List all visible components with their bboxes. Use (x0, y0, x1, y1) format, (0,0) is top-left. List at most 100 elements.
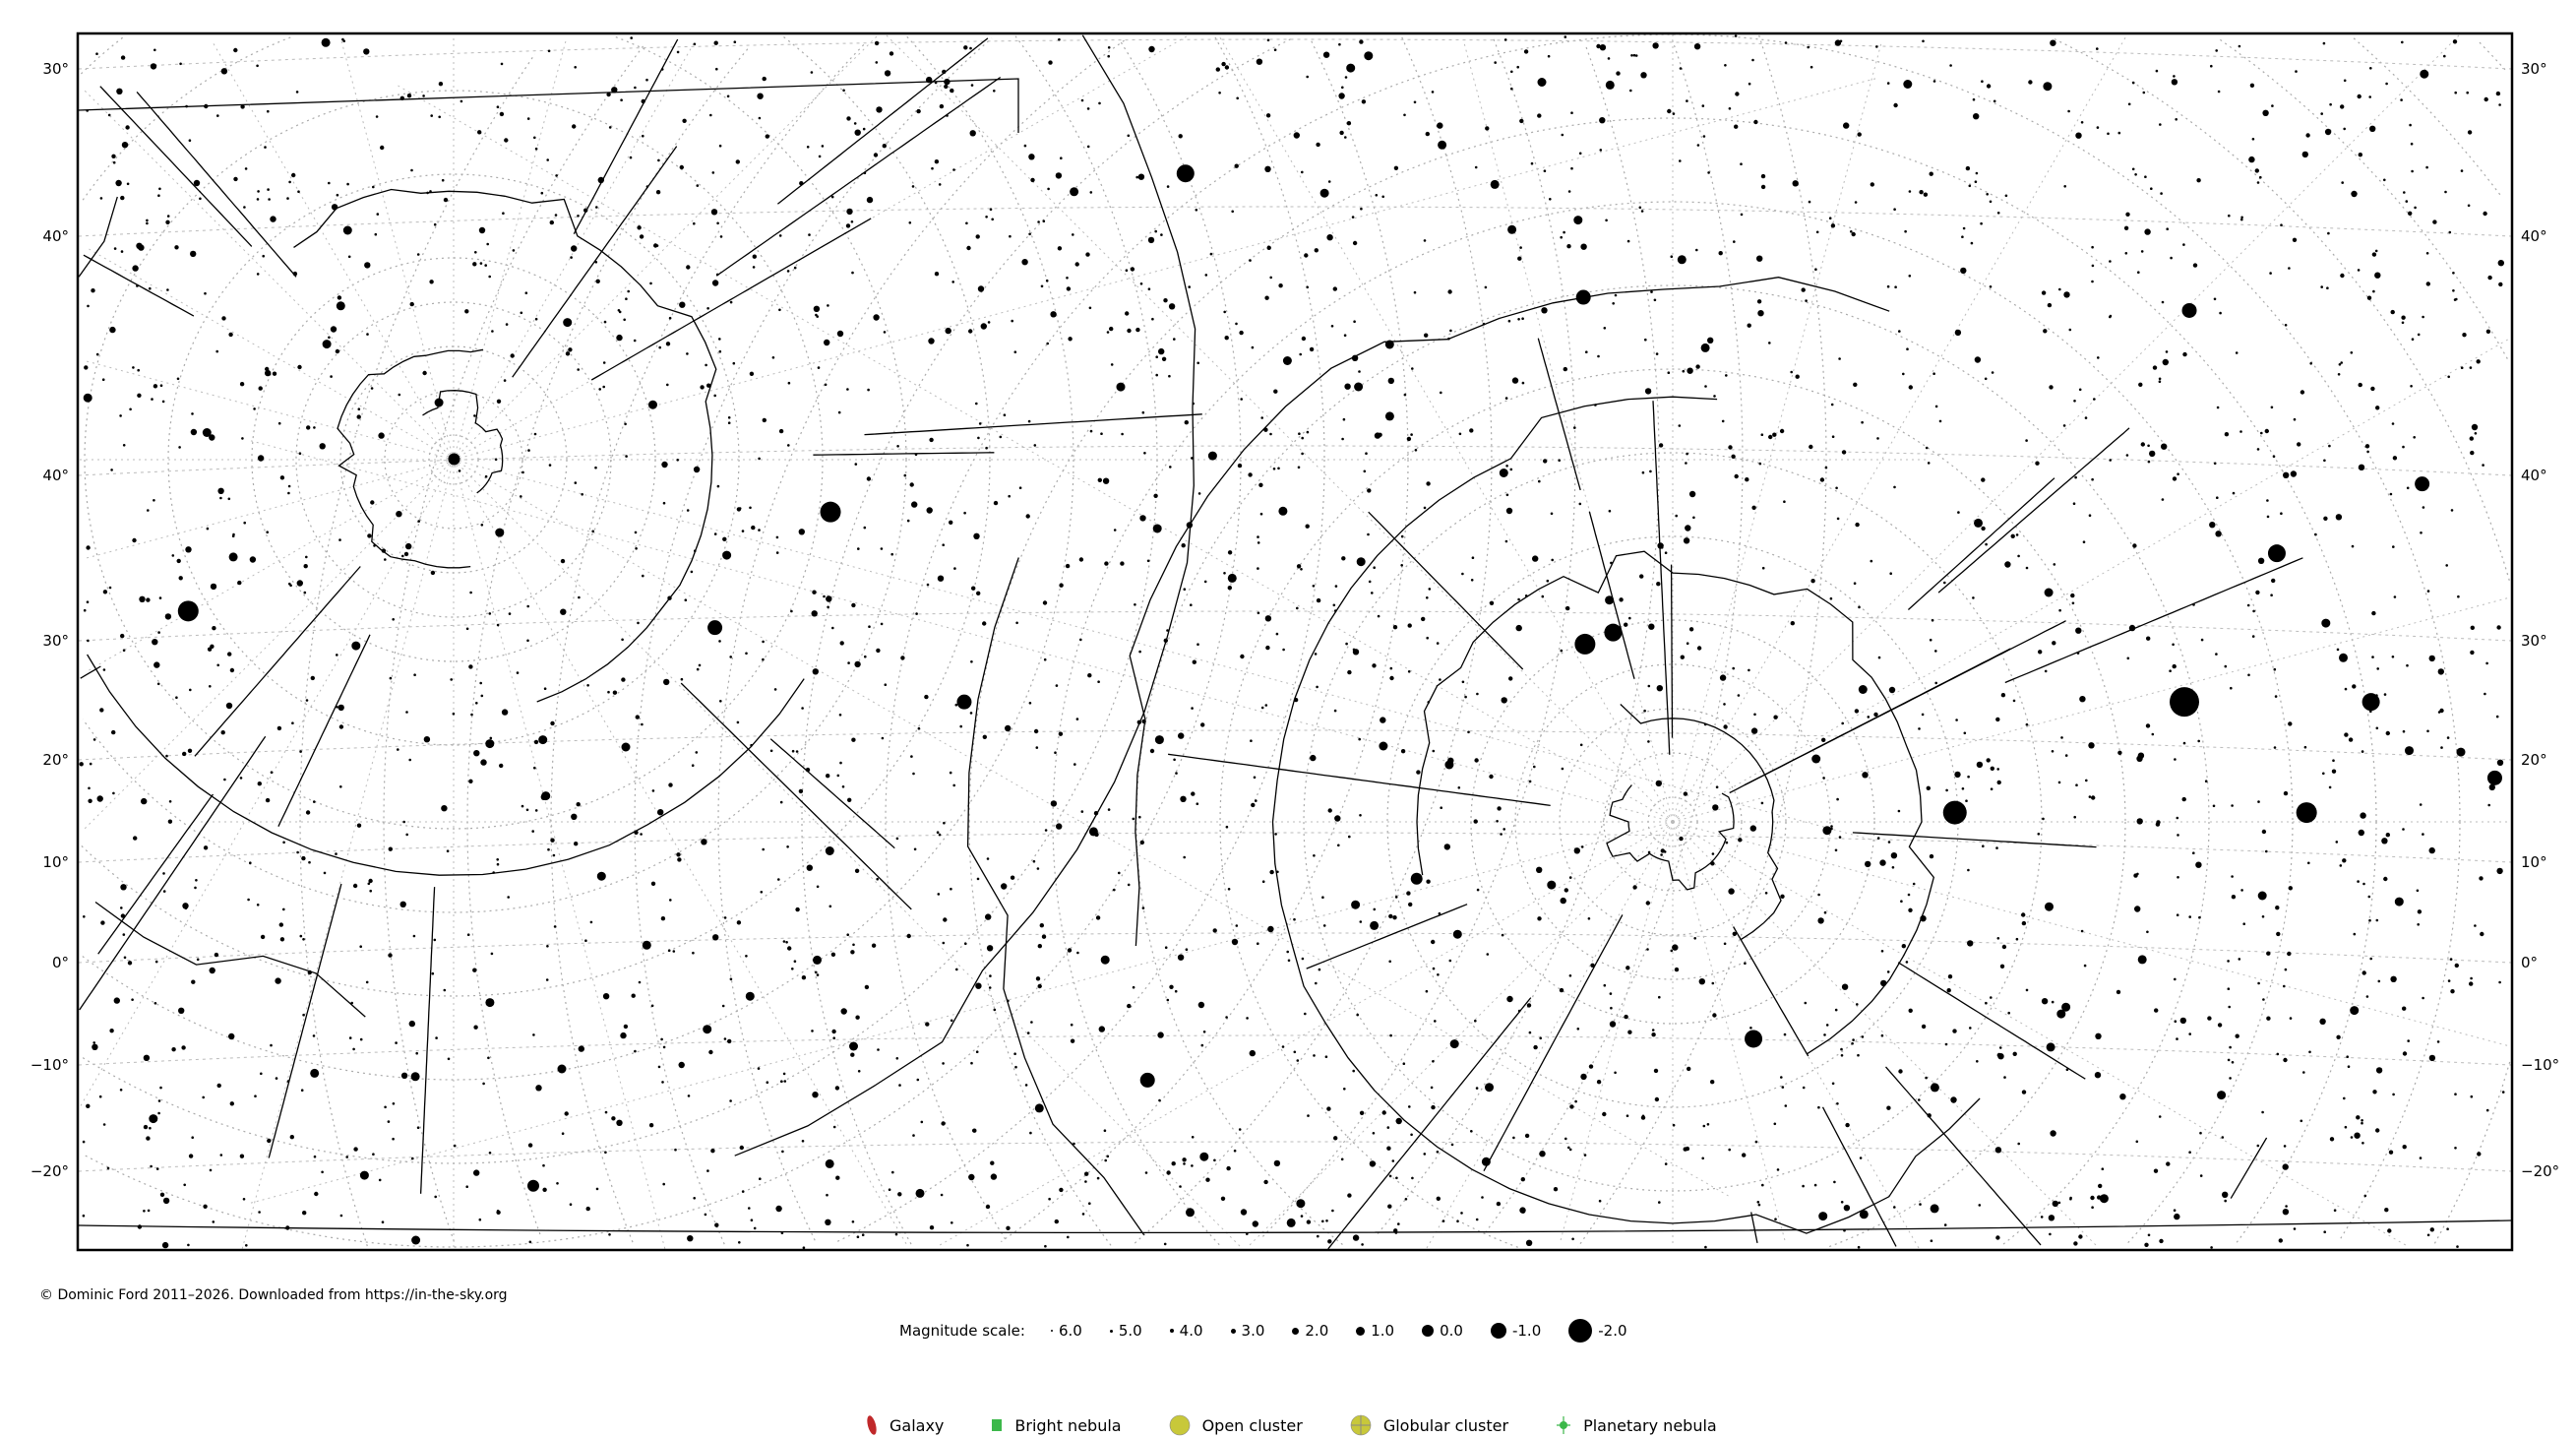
star (1141, 410, 1145, 414)
star (1224, 336, 1229, 341)
star (1425, 989, 1429, 993)
star (1426, 596, 1429, 599)
star (726, 94, 730, 98)
star (2376, 667, 2379, 670)
star (938, 833, 942, 837)
bright-star (956, 694, 972, 710)
constellation-boundary (1937, 427, 2130, 594)
star (1747, 323, 1751, 328)
star (1449, 1039, 1459, 1049)
star (1648, 623, 1655, 630)
star (711, 280, 719, 286)
legend-label: Planetary nebula (1583, 1415, 1717, 1435)
star (161, 1241, 169, 1249)
star (1369, 1160, 1377, 1167)
star (1841, 983, 1849, 990)
star (1670, 949, 1674, 953)
star (2146, 636, 2151, 641)
star (976, 591, 981, 595)
star (623, 318, 626, 322)
star (1364, 51, 1374, 61)
star (1845, 1122, 1850, 1128)
legend-galaxy: Galaxy (866, 1414, 944, 1436)
star (1040, 284, 1044, 288)
grid-circle (1603, 752, 1743, 892)
star (552, 853, 556, 857)
magnitude-value: 5.0 (1118, 1322, 1142, 1340)
star (2454, 1147, 2457, 1150)
star (1532, 555, 1539, 562)
star (910, 755, 913, 758)
star (2374, 272, 2381, 279)
star (729, 300, 733, 304)
star (1599, 149, 1603, 152)
constellation-boundary (1271, 396, 1981, 1234)
star (2288, 721, 2293, 726)
star (682, 118, 687, 124)
star (1926, 785, 1932, 790)
star (285, 1225, 290, 1230)
constellation-boundary (1306, 904, 1468, 969)
star (1790, 621, 1796, 626)
star (1158, 1098, 1161, 1102)
star (2323, 459, 2326, 463)
star (762, 417, 767, 423)
star (1030, 1021, 1033, 1024)
star (847, 797, 852, 802)
grid-parallel (78, 832, 2512, 863)
grid-parallel (78, 1141, 2512, 1172)
star (873, 314, 880, 321)
star (136, 242, 143, 249)
star (1213, 1158, 1216, 1162)
star (1154, 229, 1157, 233)
star (1087, 673, 1092, 678)
star (1879, 859, 1886, 866)
star (249, 861, 252, 864)
star (778, 308, 781, 312)
star (189, 688, 192, 692)
star (1347, 669, 1352, 675)
star (268, 198, 271, 201)
star (2213, 462, 2217, 466)
star (2229, 1077, 2232, 1080)
star (98, 1094, 102, 1098)
star (1226, 1165, 1231, 1171)
star (2375, 726, 2379, 730)
legend-bright-nebula: Bright nebula (991, 1416, 1122, 1435)
star (1898, 1069, 1903, 1074)
star (1088, 827, 1098, 837)
star (1033, 728, 1039, 734)
star (1867, 716, 1871, 719)
star (399, 95, 404, 101)
star (210, 583, 217, 591)
star (257, 455, 265, 462)
star (1085, 252, 1090, 257)
star (1004, 724, 1012, 732)
star (392, 1102, 396, 1105)
star-chart[interactable]: 30°40°40°30°20°10°0°−10°−20°30°40°40°30°… (0, 0, 2576, 1270)
star (1282, 648, 1285, 652)
star (752, 254, 757, 259)
star (335, 852, 337, 855)
star (1286, 1218, 1296, 1227)
star (2174, 1020, 2177, 1023)
star (641, 98, 645, 104)
star (2259, 175, 2262, 179)
star (1728, 1148, 1731, 1152)
star (1712, 804, 1719, 811)
stars (79, 34, 2505, 1249)
constellation-boundary (1327, 997, 1532, 1250)
star (1410, 1133, 1413, 1137)
star (2131, 167, 2135, 171)
star (505, 323, 509, 326)
star (1677, 255, 1687, 265)
star (1930, 1083, 1939, 1093)
star (2192, 603, 2195, 606)
star (1886, 970, 1890, 973)
star (2192, 851, 2195, 854)
star (1427, 701, 1431, 704)
star (87, 304, 90, 308)
star (2181, 796, 2186, 802)
star (1361, 99, 1367, 104)
star (595, 279, 600, 283)
